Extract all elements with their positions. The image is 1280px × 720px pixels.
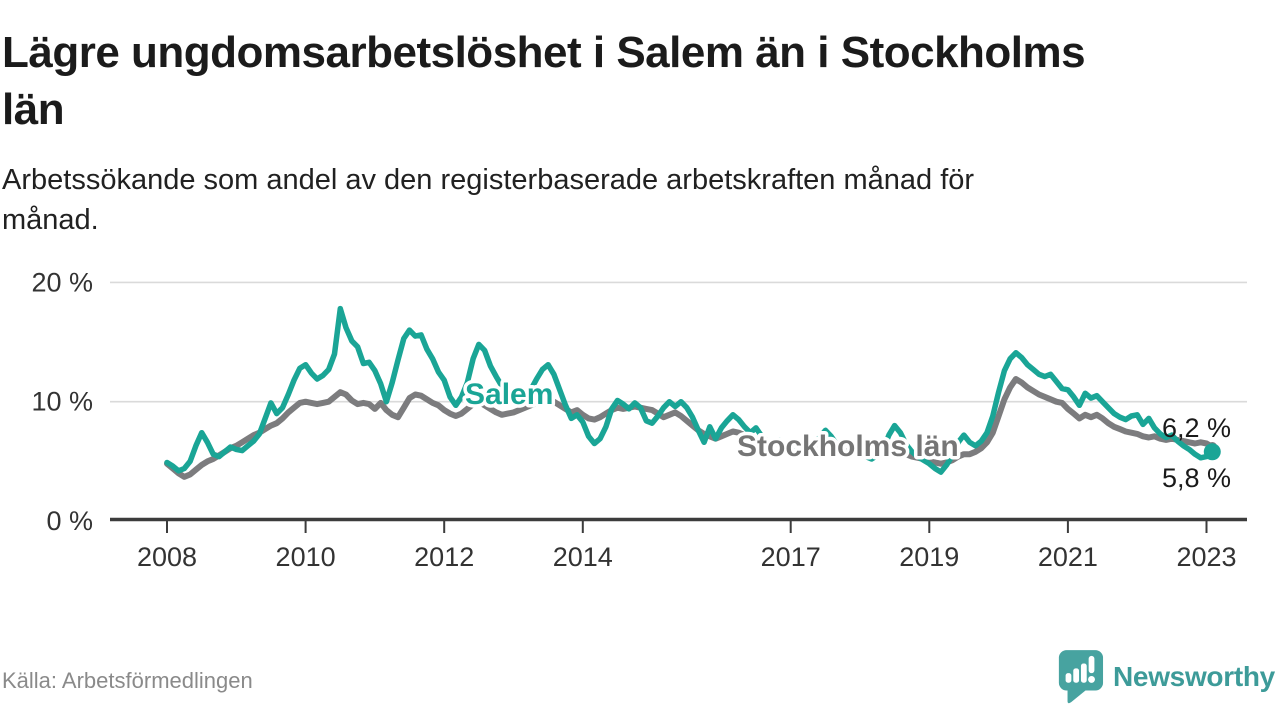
- y-tick-label-20: 20 %: [31, 267, 93, 297]
- series-line-stockholm: [164, 376, 1216, 480]
- series-end-dot-salem: [1203, 443, 1221, 461]
- page-title: Lägre ungdomsarbetslöshet i Salem än i S…: [2, 24, 1264, 138]
- page-subtitle: Arbetssökande som andel av den registerb…: [2, 160, 1202, 240]
- line-chart: 2008 2010 2012 2014 2017 2019 2021 2023 0 % 10 %…: [31, 267, 1247, 572]
- source-note: Källa: Arbetsförmedlingen: [2, 668, 253, 693]
- page-title-line1: Lägre ungdomsarbetslöshet i Salem än i S…: [2, 28, 1086, 77]
- x-tick-label-2010: 2010: [276, 542, 336, 572]
- newsworthy-logo: Newsworthy: [1056, 648, 1275, 706]
- chart-labels: Salem Stockholms län 5,8 % 6,2 %: [462, 375, 1232, 494]
- series-line-salem: [164, 305, 1216, 475]
- page-title-line2: län: [2, 85, 65, 134]
- chart-series: [164, 305, 1221, 480]
- x-tick-label-2008: 2008: [137, 542, 197, 572]
- x-tick-label-2019: 2019: [899, 542, 959, 572]
- y-tick-label-10: 10 %: [31, 387, 93, 417]
- value-label-stockholm: 6,2 %: [1162, 413, 1231, 443]
- series-label-salem: Salem: [465, 378, 553, 411]
- newsworthy-logo-icon: [1058, 650, 1104, 704]
- page-subtitle-line1: Arbetssökande som andel av den registerb…: [2, 164, 975, 196]
- x-tick-label-2021: 2021: [1038, 542, 1098, 572]
- chart-x-axis: 2008 2010 2012 2014 2017 2019 2021 2023: [110, 517, 1247, 572]
- chart-y-axis: 0 % 10 % 20 %: [31, 267, 93, 536]
- chart-gridlines: [110, 281, 1247, 403]
- x-tick-label-2017: 2017: [761, 542, 821, 572]
- x-tick-label-2014: 2014: [553, 542, 613, 572]
- x-tick-label-2023: 2023: [1176, 542, 1236, 572]
- series-label-stockholm: Stockholms län: [737, 430, 959, 463]
- x-tick-label-2012: 2012: [414, 542, 474, 572]
- newsworthy-logo-text: Newsworthy: [1113, 661, 1275, 692]
- value-label-salem: 5,8 %: [1162, 463, 1231, 493]
- page-subtitle-line2: månad.: [2, 204, 99, 236]
- y-tick-label-0: 0 %: [46, 506, 93, 536]
